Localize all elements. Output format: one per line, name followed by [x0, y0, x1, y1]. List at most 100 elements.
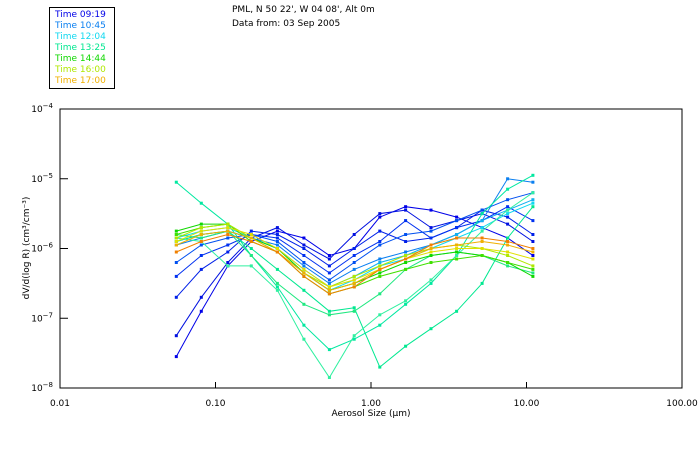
x-tick-label: 0.01 [50, 399, 70, 409]
data-point [174, 240, 178, 243]
data-point [249, 264, 253, 268]
data-point [506, 264, 510, 268]
data-point [302, 302, 306, 306]
data-point [506, 222, 510, 226]
data-point [352, 309, 356, 313]
data-point [404, 257, 408, 261]
data-point [302, 267, 306, 271]
data-point [531, 250, 535, 254]
series-line [174, 191, 535, 379]
data-point [455, 219, 459, 223]
data-point [275, 288, 279, 292]
legend-entry: Time 12:04 [55, 32, 106, 42]
data-point [199, 226, 203, 230]
data-point [378, 229, 382, 233]
data-point [378, 323, 382, 327]
data-point [249, 247, 253, 250]
data-point [327, 281, 331, 285]
data-point [174, 261, 178, 264]
data-point [352, 306, 356, 310]
y-axis-label: dV/d(log R) (cm³/cm⁻³) [22, 197, 32, 300]
data-point [352, 254, 356, 257]
data-point [531, 180, 535, 184]
data-point [480, 254, 484, 257]
data-point [378, 243, 382, 247]
data-point [404, 267, 408, 271]
data-point [275, 247, 279, 250]
data-point [327, 285, 331, 289]
legend-entry: Time 16:00 [55, 65, 106, 75]
data-point [199, 309, 203, 313]
data-point [275, 229, 279, 233]
data-point [429, 226, 433, 230]
data-point [199, 295, 203, 299]
data-point [455, 233, 459, 236]
data-point [429, 278, 433, 282]
data-point [327, 278, 331, 282]
series-line [174, 233, 535, 296]
y-axis: 10−4 10−5 10−6 10−7 10−8 [31, 102, 68, 394]
data-point [429, 327, 433, 331]
legend-entry: Time 17:00 [55, 76, 106, 86]
data-point [404, 240, 408, 243]
y-tick-label: 10−6 [31, 242, 53, 255]
data-point [506, 177, 510, 181]
data-point [174, 250, 178, 254]
data-point [506, 205, 510, 209]
data-point [480, 229, 484, 233]
data-point [455, 257, 459, 261]
data-point [531, 267, 535, 271]
data-point [429, 208, 433, 212]
data-point [506, 240, 510, 243]
data-point [249, 254, 253, 257]
data-point [302, 261, 306, 264]
data-point [455, 309, 459, 313]
data-point [506, 236, 510, 240]
series-line [174, 229, 535, 317]
data-point [404, 208, 408, 212]
data-point [302, 243, 306, 247]
data-point [302, 247, 306, 250]
data-point [275, 250, 279, 254]
data-point [352, 274, 356, 278]
data-point [378, 365, 382, 369]
data-point [174, 180, 178, 184]
data-point [531, 233, 535, 236]
series-path [176, 192, 534, 281]
data-point [226, 250, 230, 254]
data-point [404, 254, 408, 257]
data-point [199, 222, 203, 226]
data-point [378, 257, 382, 261]
data-point [352, 278, 356, 282]
data-point [429, 243, 433, 247]
series-line [174, 191, 535, 282]
data-point [302, 236, 306, 240]
data-point [302, 288, 306, 292]
data-point [404, 302, 408, 306]
series-path [176, 178, 533, 284]
data-point [531, 254, 535, 257]
data-point [174, 274, 178, 278]
data-point [226, 243, 230, 247]
data-point [174, 236, 178, 240]
data-point [327, 309, 331, 313]
data-point [455, 247, 459, 250]
data-point [327, 254, 331, 257]
data-point [506, 261, 510, 264]
chart-subtitle: Data from: 03 Sep 2005 [232, 19, 341, 29]
data-point [199, 254, 203, 257]
data-point [455, 226, 459, 230]
data-point [352, 285, 356, 289]
legend-entry: Time 14:44 [55, 54, 106, 64]
data-point [480, 240, 484, 243]
data-point [174, 355, 178, 359]
data-point [455, 215, 459, 219]
data-point [506, 198, 510, 202]
data-point [352, 337, 356, 341]
data-point [531, 274, 535, 278]
data-point [199, 236, 203, 240]
data-point [249, 229, 253, 233]
data-point [455, 254, 459, 257]
data-point [327, 348, 331, 352]
data-point [199, 267, 203, 271]
